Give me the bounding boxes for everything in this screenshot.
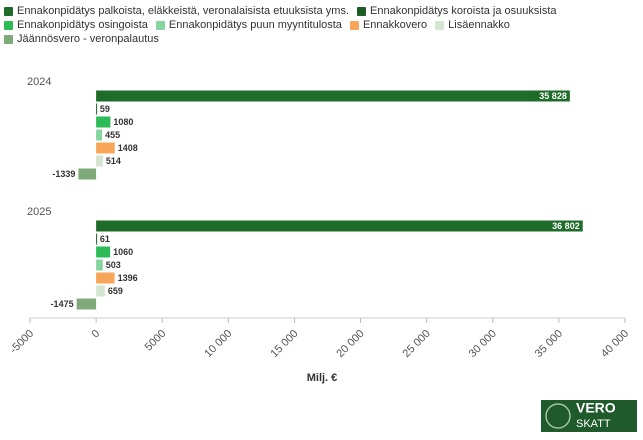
value-label: 514 [106,156,121,166]
value-label: -1339 [52,169,75,179]
bar [96,103,98,115]
value-label: 503 [106,260,121,270]
legend-item[interactable]: Ennakkovero [349,18,428,32]
x-tick-label: 25 000 [401,328,433,360]
logo-text: SKATT [576,418,611,430]
legend-item[interactable]: Lisäennakko [435,18,510,32]
bar [96,90,570,102]
x-tick-label: 10 000 [202,328,234,360]
bar [96,142,115,154]
value-label: -1475 [51,299,74,309]
logo-emblem [545,403,571,429]
bar [96,285,105,297]
legend-swatch [349,20,359,30]
logo: VERO SKATT [541,400,637,432]
legend-label: Ennakonpidätys palkoista, eläkkeistä, ve… [17,5,350,17]
bar [96,272,115,284]
bar [96,246,111,258]
legend-label: Jäännösvero - veronpalautus [17,33,159,45]
bar [96,220,583,232]
value-label: 455 [105,130,120,140]
bar [78,168,97,180]
legend-item[interactable]: Ennakonpidätys palkoista, eläkkeistä, ve… [4,4,349,18]
bar [96,155,103,167]
value-label: 1408 [118,143,138,153]
x-tick-label: 35 000 [533,328,565,360]
value-label: 1060 [113,247,133,257]
bar [76,298,97,310]
value-label: 35 828 [539,91,567,101]
legend: Ennakonpidätys palkoista, eläkkeistä, ve… [4,4,639,46]
x-tick-label: 15 000 [268,328,300,360]
x-axis-title: Milj. € [307,372,338,384]
legend-label: Ennakonpidätys osingoista [17,19,148,31]
legend-item[interactable]: Ennakonpidätys osingoista [4,18,148,32]
value-label: 659 [108,286,123,296]
category-label: 2025 [27,206,51,218]
x-tick-label: 30 000 [467,328,499,360]
legend-swatch [4,20,13,30]
x-tick-label: 0 [89,328,102,341]
legend-swatch [4,6,13,16]
legend-swatch [155,20,165,30]
legend-swatch [4,34,13,44]
legend-label: Ennakkovero [362,19,428,31]
value-label: 1080 [113,117,133,127]
bar [96,116,111,128]
legend-label: Ennakonpidätys koroista ja osuuksista [370,5,557,17]
legend-label: Ennakonpidätys puun myyntitulosta [168,19,342,31]
x-tick-label: 5000 [143,328,169,354]
legend-label: Lisäennakko [448,19,510,31]
bar [96,129,103,141]
bar [96,233,98,245]
bar [96,259,103,271]
legend-item[interactable]: Ennakonpidätys koroista ja osuuksista [357,4,557,18]
category-label: 2024 [27,76,51,88]
value-label: 36 802 [552,221,580,231]
x-tick-label: 20 000 [334,328,366,360]
x-tick-label: -5000 [8,328,36,356]
x-tick-label: 40 000 [599,328,631,360]
legend-item[interactable]: Jäännösvero - veronpalautus [4,32,159,46]
value-label: 59 [100,104,110,114]
legend-swatch [435,20,445,30]
logo-box [541,400,637,432]
value-label: 61 [100,234,110,244]
value-label: 1396 [118,273,138,283]
logo-text: VERO [576,400,616,416]
legend-swatch [357,6,367,16]
legend-item[interactable]: Ennakonpidätys puun myyntitulosta [155,18,342,32]
